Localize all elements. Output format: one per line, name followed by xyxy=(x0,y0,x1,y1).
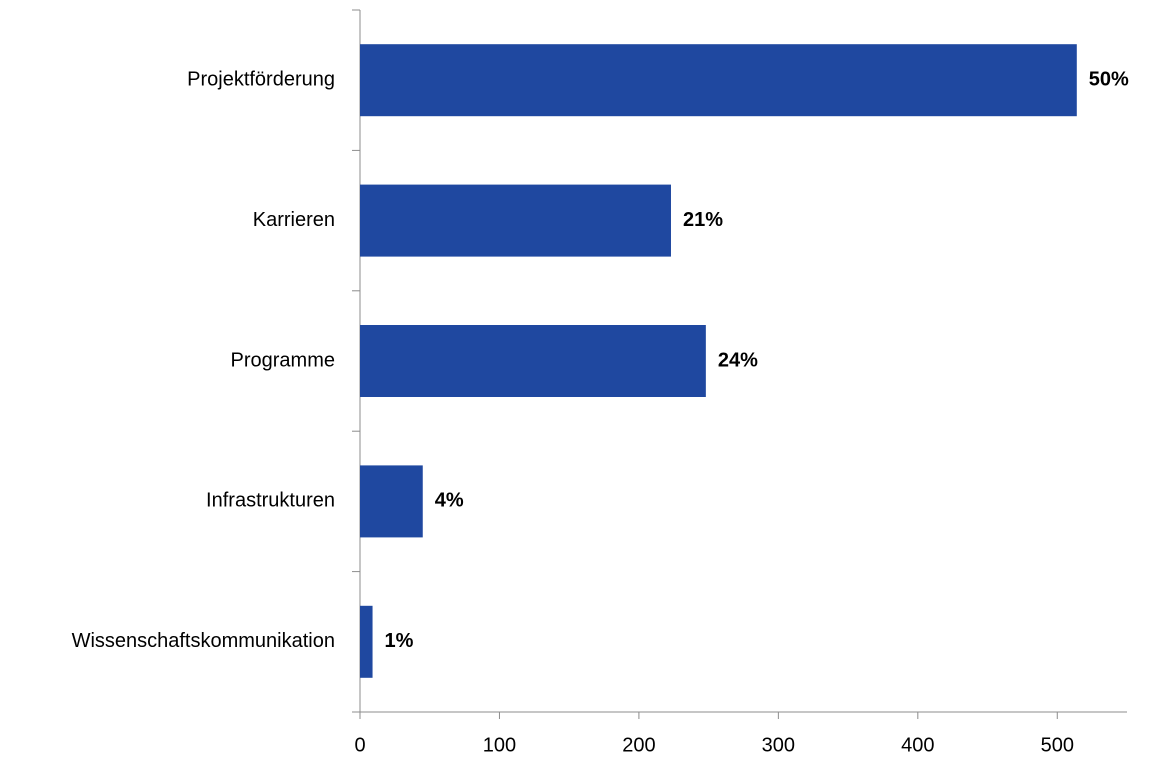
x-tick-label: 0 xyxy=(354,734,365,756)
value-label: 4% xyxy=(435,490,464,512)
y-tick-label: Programme xyxy=(231,349,335,371)
bar xyxy=(360,325,706,397)
x-tick-label: 300 xyxy=(762,734,795,756)
x-tick-label: 100 xyxy=(483,734,516,756)
value-label: 50% xyxy=(1089,68,1129,90)
bar xyxy=(360,465,423,538)
value-label: 1% xyxy=(385,630,414,652)
x-tick-label: 400 xyxy=(901,734,934,756)
y-tick-label: Karrieren xyxy=(253,209,335,231)
y-tick-label: Infrastrukturen xyxy=(206,490,335,512)
value-label: 21% xyxy=(683,209,723,231)
x-tick-label: 500 xyxy=(1041,734,1074,756)
bar xyxy=(360,44,1077,117)
x-tick-label: 200 xyxy=(622,734,655,756)
bar xyxy=(360,184,671,257)
value-label: 24% xyxy=(718,349,758,371)
y-tick-label: Projektförderung xyxy=(187,68,335,90)
y-tick-label: Wissenschaftskommunikation xyxy=(72,630,335,652)
bar xyxy=(360,605,373,678)
